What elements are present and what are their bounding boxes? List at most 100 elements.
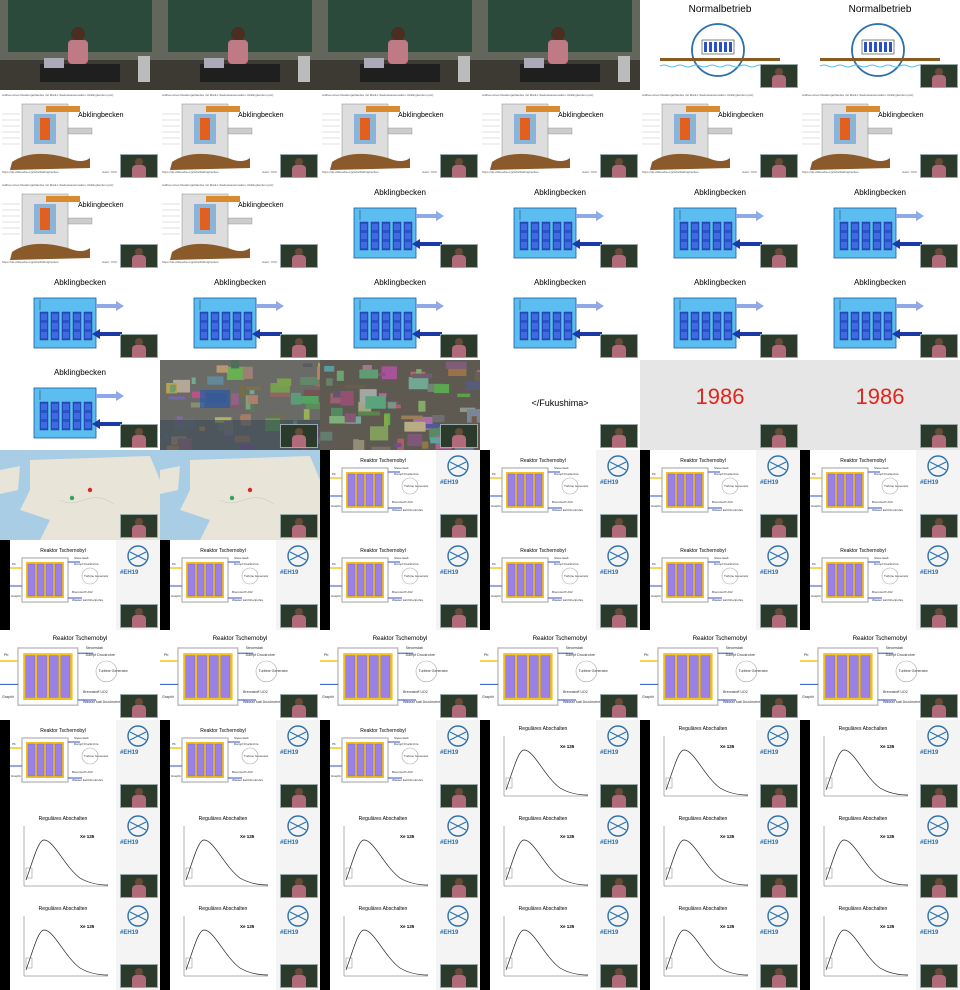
label-pb: Pb (12, 742, 16, 746)
video-thumbnail[interactable]: Reaktor Tschernobyl Pb Graphit Steuerstab Da… (640, 630, 800, 720)
video-thumbnail[interactable]: Reguläres Abschalten Xe 135 #EH19 (0, 900, 160, 990)
video-thumbnail[interactable] (160, 360, 320, 450)
video-thumbnail[interactable]: Reaktor Tschernobyl Pb Graphit Steuerstab Da… (320, 450, 480, 540)
video-thumbnail[interactable]: Reguläres Abschalten Xe 135 #EH19 (640, 810, 800, 900)
label-pb: Pb (492, 472, 496, 476)
video-thumbnail[interactable]: Reguläres Abschalten Xe 135 #EH19 (320, 810, 480, 900)
video-thumbnail[interactable]: Abklingbecken (800, 180, 960, 270)
video-thumbnail[interactable] (160, 450, 320, 540)
video-thumbnail[interactable]: Reaktor Tschernobyl Pb Graphit Steuerstab Da… (160, 540, 320, 630)
video-thumbnail[interactable]: Reguläres Abschalten Xe 135 #EH19 (320, 900, 480, 990)
video-thumbnail[interactable]: Reguläres Abschalten Xe 135 #EH19 (480, 900, 640, 990)
video-thumbnail[interactable]: Reaktor Tschernobyl Pb Graphit Steuerstab Da… (480, 450, 640, 540)
video-thumbnail[interactable]: Aufbau eines Reaktorgebäudes mit Mark-I-… (160, 180, 320, 270)
video-thumbnail[interactable]: Abklingbecken (480, 180, 640, 270)
video-thumbnail[interactable]: Reaktor Tschernobyl Pb Graphit Steuerstab Da… (480, 630, 640, 720)
video-thumbnail[interactable]: Aufbau eines Reaktorgebäudes mit Mark-I-… (480, 90, 640, 180)
video-thumbnail[interactable]: Abklingbecken (800, 270, 960, 360)
video-thumbnail[interactable]: Aufbau eines Reaktorgebäudes mit Mark-I-… (320, 90, 480, 180)
lecturer-head (231, 27, 245, 41)
video-thumbnail[interactable]: Reguläres Abschalten Xe 135 #EH19 (640, 720, 800, 810)
video-thumbnail[interactable]: Reaktor Tschernobyl Pb Graphit Steuerstab Da… (160, 720, 320, 810)
video-thumbnail[interactable]: Reaktor Tschernobyl Pb Graphit Steuerstab Da… (0, 630, 160, 720)
video-thumbnail[interactable]: Aufbau eines Reaktorgebäudes mit Mark-I-… (640, 90, 800, 180)
speaker-video-inset (280, 604, 318, 628)
label-graphit: Graphit (322, 694, 334, 699)
fuel-channel (205, 563, 214, 597)
video-thumbnail[interactable]: Aufbau eines Reaktorgebäudes mit Mark-I-… (800, 90, 960, 180)
video-thumbnail[interactable]: 1986 (800, 360, 960, 450)
slide-panel: Reaktor Tschernobyl Pb Graphit Steuerstab Da… (10, 720, 116, 810)
video-thumbnail[interactable]: Abklingbecken (640, 270, 800, 360)
video-thumbnail[interactable]: Aufbau eines Reaktorgebäudes mit Mark-I-… (0, 180, 160, 270)
video-thumbnail[interactable]: Reaktor Tschernobyl Pb Graphit Steuerstab Da… (800, 540, 960, 630)
thumbnail-pool: Abklingbecken (640, 270, 800, 360)
video-thumbnail[interactable]: Aufbau eines Reaktorgebäudes mit Mark-I-… (0, 90, 160, 180)
outflow-arrow (576, 214, 596, 218)
label-steuerstab: Steuerstab (74, 736, 89, 740)
fuel-channel (845, 563, 854, 597)
video-thumbnail[interactable]: Abklingbecken (160, 270, 320, 360)
video-thumbnail[interactable]: Reaktor Tschernobyl Pb Graphit Steuerstab Da… (320, 720, 480, 810)
laptop (364, 58, 384, 68)
speaker-video-inset (280, 874, 318, 898)
video-thumbnail[interactable]: Reaktor Tschernobyl Pb Graphit Steuerstab Da… (480, 540, 640, 630)
video-thumbnail[interactable]: Reguläres Abschalten Xe 135 #EH19 (160, 900, 320, 990)
video-thumbnail[interactable] (160, 0, 320, 90)
video-thumbnail[interactable]: 1986 (640, 360, 800, 450)
speaker-video-inset (920, 514, 958, 538)
video-thumbnail[interactable]: Normalbetrieb (800, 0, 960, 90)
speaker-video-inset (600, 244, 638, 268)
video-thumbnail[interactable]: Reguläres Abschalten Xe 135 #EH19 (160, 810, 320, 900)
inflow-arrow (900, 332, 922, 336)
video-thumbnail[interactable]: Abklingbecken (320, 270, 480, 360)
video-thumbnail[interactable] (320, 360, 480, 450)
video-thumbnail[interactable]: Aufbau eines Reaktorgebäudes mit Mark-I-… (160, 90, 320, 180)
label-graphit: Graphit (802, 694, 814, 699)
video-thumbnail[interactable] (480, 0, 640, 90)
video-thumbnail[interactable]: Abklingbecken (0, 360, 160, 450)
speaker-video-inset (120, 514, 158, 538)
eh19-logo-mark (289, 821, 307, 831)
video-thumbnail[interactable]: Reaktor Tschernobyl Pb Graphit Steuerstab Da… (320, 630, 480, 720)
fuel-channel (534, 563, 543, 597)
label-dampf: Dampf Druckrohre (394, 472, 419, 476)
video-thumbnail[interactable]: Abklingbecken (0, 270, 160, 360)
video-thumbnail[interactable]: Reaktor Tschernobyl Pb Graphit Steuerstab Da… (320, 540, 480, 630)
video-thumbnail[interactable] (320, 0, 480, 90)
eh19-logo-mark (929, 461, 947, 471)
label-dampf: Dampf Druckrohre (74, 742, 99, 746)
video-thumbnail[interactable]: Abklingbecken (320, 180, 480, 270)
video-thumbnail[interactable]: Reaktor Tschernobyl Pb Graphit Steuerstab Da… (0, 540, 160, 630)
video-thumbnail[interactable]: Reguläres Abschalten Xe 135 #EH19 (800, 810, 960, 900)
outflow-arrow (896, 304, 916, 308)
video-thumbnail[interactable]: Reaktor Tschernobyl Pb Graphit Steuerstab Da… (640, 450, 800, 540)
video-thumbnail[interactable]: Reguläres Abschalten Xe 135 #EH19 (800, 720, 960, 810)
video-thumbnail[interactable]: Reaktor Tschernobyl Pb Graphit Steuerstab Da… (640, 540, 800, 630)
label-dampf: Dampf Druckrohre (234, 742, 259, 746)
video-thumbnail[interactable]: Normalbetrieb (640, 0, 800, 90)
video-thumbnail[interactable]: Reaktor Tschernobyl Pb Graphit Steuerstab Da… (0, 720, 160, 810)
fuel-channel (27, 743, 36, 777)
video-thumbnail[interactable]: Reguläres Abschalten Xe 135 #EH19 (640, 900, 800, 990)
thumbnail-reaktor: Reaktor Tschernobyl Pb Graphit Steuerstab Da… (640, 450, 800, 540)
slide-title: Abklingbecken (533, 188, 587, 197)
slide-footnote: https://de.wikipedia.org/wiki/Abklingbec… (162, 170, 219, 174)
video-thumbnail[interactable] (0, 0, 160, 90)
eh19-hashtag: #EH19 (920, 570, 939, 576)
video-thumbnail[interactable]: Abklingbecken (480, 270, 640, 360)
video-thumbnail[interactable]: Reguläres Abschalten Xe 135 #EH19 (0, 810, 160, 900)
video-thumbnail[interactable]: Reaktor Tschernobyl Pb Graphit Steuerstab Da… (160, 630, 320, 720)
video-thumbnail[interactable]: Reaktor Tschernobyl Pb Graphit Steuerstab Da… (800, 450, 960, 540)
video-thumbnail[interactable]: Abklingbecken (640, 180, 800, 270)
speaker-video-inset (120, 424, 158, 448)
video-thumbnail[interactable]: Reguläres Abschalten Xe 135 #EH19 (480, 810, 640, 900)
video-thumbnail[interactable]: Reaktor Tschernobyl Pb Graphit Steuerstab Da… (800, 630, 960, 720)
speaker-video-inset (920, 334, 958, 358)
speaker-video-inset (120, 244, 158, 268)
video-thumbnail[interactable]: Reguläres Abschalten Xe 135 #EH19 (480, 720, 640, 810)
video-thumbnail[interactable]: </Fukushima> (480, 360, 640, 450)
video-thumbnail[interactable] (0, 450, 160, 540)
eh19-logo-mark (129, 821, 147, 831)
video-thumbnail[interactable]: Reguläres Abschalten Xe 135 #EH19 (800, 900, 960, 990)
